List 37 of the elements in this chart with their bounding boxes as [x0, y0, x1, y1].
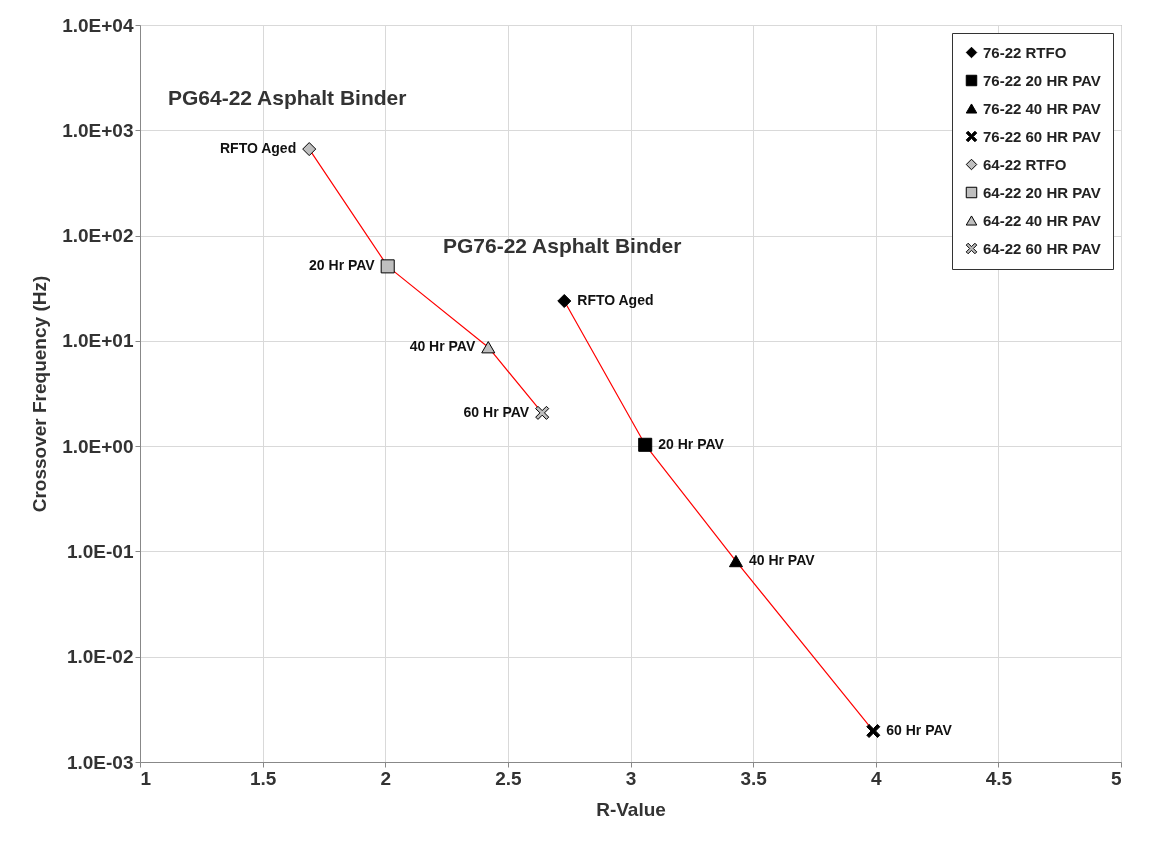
x-tick-label: 1 — [140, 767, 152, 789]
x-tick-label: 2.5 — [495, 767, 523, 789]
legend-label: 64-22 60 HR PAV — [983, 239, 1101, 257]
annotation: 60 Hr PAV — [886, 722, 953, 738]
x-tick-label: 1.5 — [249, 767, 277, 789]
x-tick-label: 4 — [870, 767, 882, 789]
annotation: PG64-22 Asphalt Binder — [168, 86, 407, 109]
legend-label: 64-22 RTFO — [983, 155, 1067, 173]
legend-label: 76-22 40 HR PAV — [983, 99, 1101, 117]
x-axis-title: R-Value — [596, 798, 666, 820]
x-tick-label: 3.5 — [740, 767, 768, 789]
y-tick-label: 1.0E+01 — [62, 330, 134, 352]
annotation: 60 Hr PAV — [463, 403, 530, 420]
y-tick-label: 1.0E+02 — [62, 225, 134, 247]
annotation: PG76-22 Asphalt Binder — [443, 234, 682, 257]
annotation: 40 Hr PAV — [409, 338, 476, 355]
x-tick-label: 3 — [625, 767, 637, 789]
y-tick-label: 1.0E-03 — [66, 751, 134, 773]
annotation: 20 Hr PAV — [309, 257, 376, 274]
y-tick-label: 1.0E+03 — [62, 119, 134, 141]
y-tick-label: 1.0E-02 — [66, 646, 134, 668]
y-tick-label: 1.0E+04 — [62, 14, 134, 36]
y-axis-title: Crossover Frequency (Hz) — [29, 275, 51, 513]
y-tick-label: 1.0E-01 — [66, 540, 134, 562]
annotation: RFTO Aged — [219, 140, 297, 157]
legend-label: 64-22 40 HR PAV — [983, 211, 1101, 229]
legend-label: 76-22 20 HR PAV — [983, 71, 1101, 89]
annotation: RFTO Aged — [577, 292, 654, 309]
legend-label: 76-22 RTFO — [983, 43, 1067, 61]
x-tick-label: 4.5 — [985, 767, 1013, 789]
annotation: 40 Hr PAV — [748, 552, 816, 569]
x-tick-label: 5 — [1110, 767, 1122, 789]
legend-label: 76-22 60 HR PAV — [983, 127, 1101, 145]
y-tick-label: 1.0E+00 — [62, 435, 134, 457]
x-tick-label: 2 — [380, 767, 392, 789]
legend-label: 64-22 20 HR PAV — [983, 183, 1101, 201]
annotation: 20 Hr PAV — [658, 435, 725, 452]
